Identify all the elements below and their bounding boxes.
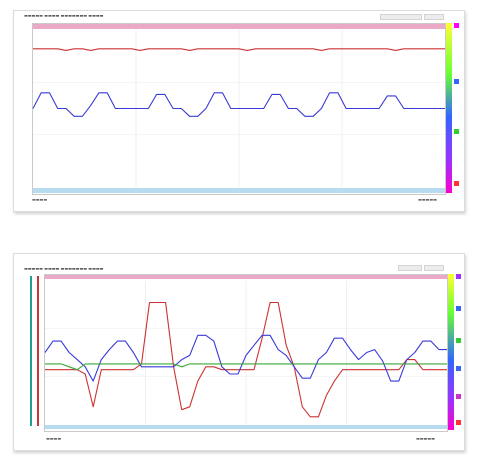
colorbar-2-marker-d — [456, 394, 461, 399]
chart-panel-1: ▬▬▬▬▬ ▬▬▬▬ ▬▬▬▬▬▬▬ ▬▬▬▬ ▬▬▬▬ ▬▬▬▬▬ — [13, 10, 465, 212]
bottom-band-2 — [45, 425, 447, 429]
line-chart-2 — [44, 281, 447, 424]
top-band-1 — [33, 24, 445, 29]
bottom-band-1 — [33, 188, 445, 193]
colorbar-marker-top — [454, 23, 459, 28]
series-line-3 — [45, 363, 447, 371]
range-slider-1[interactable] — [380, 14, 422, 20]
colorbar-marker-low — [454, 129, 459, 134]
top-band-2 — [45, 275, 447, 279]
colorbar-2-marker-a — [456, 306, 461, 311]
toolbar-buttons-1[interactable] — [424, 14, 444, 20]
plot-area-1[interactable] — [32, 23, 446, 195]
colorbar-2[interactable] — [448, 274, 454, 430]
chart-2-title: ▬▬▬▬▬ ▬▬▬▬ ▬▬▬▬▬▬▬ ▬▬▬▬ — [24, 266, 104, 271]
colorbar-marker-mid — [454, 79, 459, 84]
series-line-2 — [32, 92, 445, 117]
colorbar-1[interactable] — [446, 23, 452, 193]
series-line-1 — [45, 301, 447, 418]
colorbar-2-marker-c — [456, 366, 461, 371]
chart-2-left-footer: ▬▬▬▬ — [46, 436, 62, 441]
teal-indicator — [30, 276, 32, 426]
line-chart-1 — [32, 30, 445, 187]
colorbar-marker-bottom — [454, 181, 459, 186]
toolbar-buttons-2[interactable] — [424, 265, 444, 271]
red-indicator — [37, 276, 39, 426]
plot-area-2[interactable] — [44, 274, 448, 432]
chart-2-right-footer: ▬▬▬▬▬ — [416, 436, 435, 441]
chart-1-right-footer: ▬▬▬▬▬ — [418, 197, 437, 202]
series-line-1 — [33, 48, 445, 51]
colorbar-2-marker-bottom — [456, 420, 461, 425]
chart-1-title: ▬▬▬▬▬ ▬▬▬▬ ▬▬▬▬▬▬▬ ▬▬▬▬ — [24, 13, 104, 18]
colorbar-2-marker-top — [456, 274, 461, 279]
range-slider-2[interactable] — [398, 265, 422, 271]
colorbar-2-marker-b — [456, 338, 461, 343]
series-line-2 — [44, 334, 447, 382]
chart-1-left-footer: ▬▬▬▬ — [32, 197, 48, 202]
chart-panel-2: ▬▬▬▬▬ ▬▬▬▬ ▬▬▬▬▬▬▬ ▬▬▬▬ ▬▬▬▬ ▬▬▬▬▬ — [13, 253, 465, 451]
